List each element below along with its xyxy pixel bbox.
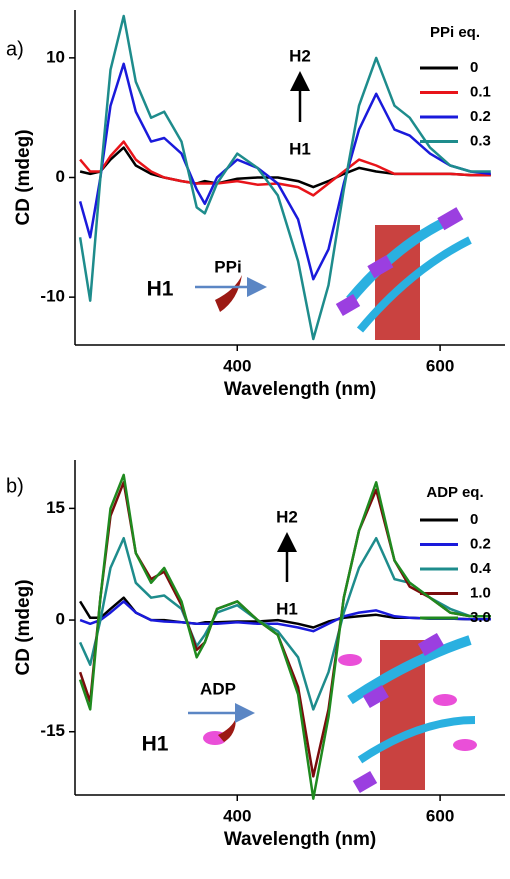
x-axis-label: Wavelength (nm)	[224, 829, 376, 850]
annotation: ADP	[200, 679, 236, 698]
y-tick-label: -10	[40, 287, 65, 306]
y-tick-label: 0	[56, 167, 65, 186]
legend-label: 0.1	[470, 83, 491, 100]
helix-illustration-b	[203, 632, 477, 794]
series-line	[78, 14, 491, 341]
legend-title: ADP eq.	[426, 484, 483, 501]
panel-label: a)	[6, 38, 24, 60]
helix-illustration-a	[215, 207, 472, 340]
legend-label: 1.0	[470, 584, 491, 601]
annotation: H1	[142, 733, 169, 756]
x-tick-label: 600	[426, 806, 454, 825]
series-line	[79, 140, 491, 197]
panel-label: b)	[6, 475, 24, 497]
y-tick-label: 0	[56, 610, 65, 629]
legend-label: 0.4	[470, 560, 492, 577]
y-tick-label: -15	[40, 721, 65, 740]
annotation: H1	[276, 599, 298, 618]
annotation: H1	[289, 139, 311, 158]
x-tick-label: 400	[223, 356, 251, 375]
legend-label: 0.2	[470, 535, 491, 552]
annotation: H1	[147, 278, 174, 301]
x-tick-label: 400	[223, 806, 251, 825]
legend-title: PPi eq.	[430, 24, 480, 41]
legend-label: 0.3	[470, 132, 491, 149]
series-line	[78, 473, 491, 800]
series-line	[79, 600, 491, 633]
y-axis-label: CD (mdeg)	[13, 579, 34, 675]
legend-label: 3.0	[470, 609, 491, 626]
x-tick-label: 600	[426, 356, 454, 375]
annotation: H2	[276, 507, 298, 526]
legend-label: 0	[470, 511, 478, 528]
annotation: PPi	[214, 257, 241, 276]
x-axis-label: Wavelength (nm)	[224, 379, 376, 400]
legend-label: 0	[470, 59, 478, 76]
y-axis-label: CD (mdeg)	[13, 129, 34, 225]
annotation: H2	[289, 46, 311, 65]
legend-label: 0.2	[470, 108, 491, 125]
y-tick-label: 15	[46, 498, 65, 517]
y-tick-label: 10	[46, 47, 65, 66]
